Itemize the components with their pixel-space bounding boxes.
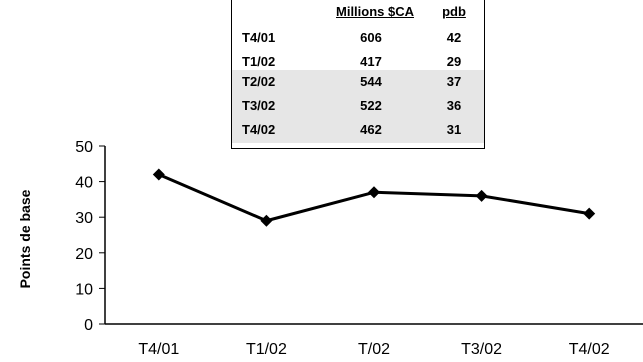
chart-axes	[99, 145, 643, 325]
x-tick-label: T/02	[358, 341, 390, 358]
y-tick-labels: 0 10 20 30 40 50	[75, 139, 93, 334]
data-series	[152, 168, 596, 227]
data-table: Millions $CA pdb T4/01 606 42 T1/02 417 29 T2/02…	[231, 0, 485, 149]
data-point-marker	[368, 186, 380, 199]
x-tick-label: T1/02	[246, 341, 287, 358]
table-cell: 29	[446, 54, 462, 69]
table-cell: T3/02	[242, 98, 276, 113]
table-cell: 522	[360, 98, 382, 113]
x-tick-label: T3/02	[461, 341, 502, 358]
table-shaded-region	[232, 70, 484, 143]
y-axis-label: Points de base	[17, 189, 33, 288]
table-cell: 606	[360, 30, 382, 45]
table-cell: T1/02	[242, 54, 276, 69]
table-cell: 37	[446, 74, 462, 89]
table-cell: T4/02	[242, 122, 276, 137]
data-point-marker	[583, 207, 596, 220]
table-cell: T4/01	[242, 30, 276, 45]
data-point-marker	[475, 189, 488, 202]
y-tick-label: 40	[75, 175, 93, 192]
table-header-cell: pdb	[442, 4, 466, 19]
table-header-cell: Millions $CA	[336, 4, 415, 19]
x-tick-labels: T4/01 T1/02 T/02 T3/02 T4/02	[138, 341, 609, 358]
data-point-marker	[260, 214, 273, 227]
x-tick-label: T4/02	[569, 341, 610, 358]
y-tick-label: 50	[75, 139, 93, 156]
y-tick-label: 10	[75, 281, 93, 298]
table-cell: 31	[446, 122, 462, 137]
table-cell: 544	[360, 74, 382, 89]
y-tick-label: 30	[75, 210, 93, 227]
table-cell: 36	[446, 98, 462, 113]
table-cell: 417	[360, 54, 382, 69]
table-cell: T2/02	[242, 74, 276, 89]
data-point-marker	[152, 168, 165, 181]
table-cell: 462	[360, 122, 382, 137]
x-tick-label: T4/01	[138, 341, 179, 358]
y-tick-label: 0	[84, 317, 93, 334]
table-cell: 42	[446, 30, 462, 45]
y-tick-label: 20	[75, 246, 93, 263]
